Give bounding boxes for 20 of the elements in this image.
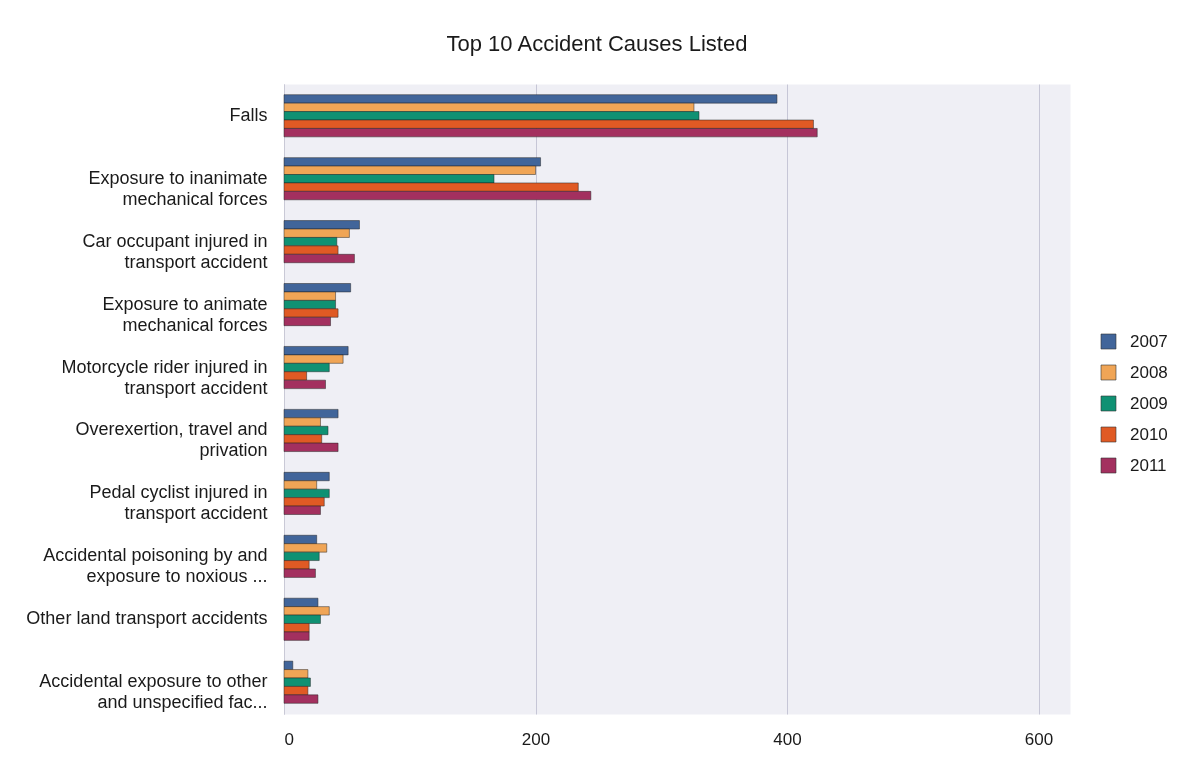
x-tick-label: 400 bbox=[773, 729, 802, 749]
y-tick-label: Overexertion, travel and privation bbox=[75, 419, 268, 461]
y-tick-label: Exposure to animate mechanical forces bbox=[102, 293, 268, 335]
chart-title: Top 10 Accident Causes Listed bbox=[446, 31, 748, 56]
y-tick-label: Accidental exposure to other and unspecified fac... bbox=[39, 671, 268, 713]
y-tick-label: Pedal cyclist injured in transport accident bbox=[89, 482, 268, 524]
legend-label: 2010 bbox=[1130, 424, 1168, 444]
x-tick-label: 200 bbox=[521, 729, 551, 749]
y-tick-label: Other land transport accidents bbox=[26, 608, 268, 629]
y-tick-label: Car occupant injured in transport accident bbox=[82, 230, 268, 272]
x-tick-label: 0 bbox=[284, 729, 294, 749]
y-tick-label: Motorcycle rider injured in transport accident bbox=[61, 356, 268, 398]
y-tick-label: Falls bbox=[229, 104, 268, 125]
y-tick-label: Accidental poisoning by and exposure to noxious ... bbox=[43, 545, 268, 587]
legend-label: 2007 bbox=[1130, 331, 1168, 351]
x-tick-label: 600 bbox=[1024, 729, 1054, 749]
legend-label: 2009 bbox=[1130, 393, 1168, 413]
legend-label: 2008 bbox=[1130, 362, 1168, 382]
legend-label: 2011 bbox=[1130, 455, 1167, 475]
y-tick-label: Exposure to inanimate mechanical forces bbox=[88, 167, 268, 209]
